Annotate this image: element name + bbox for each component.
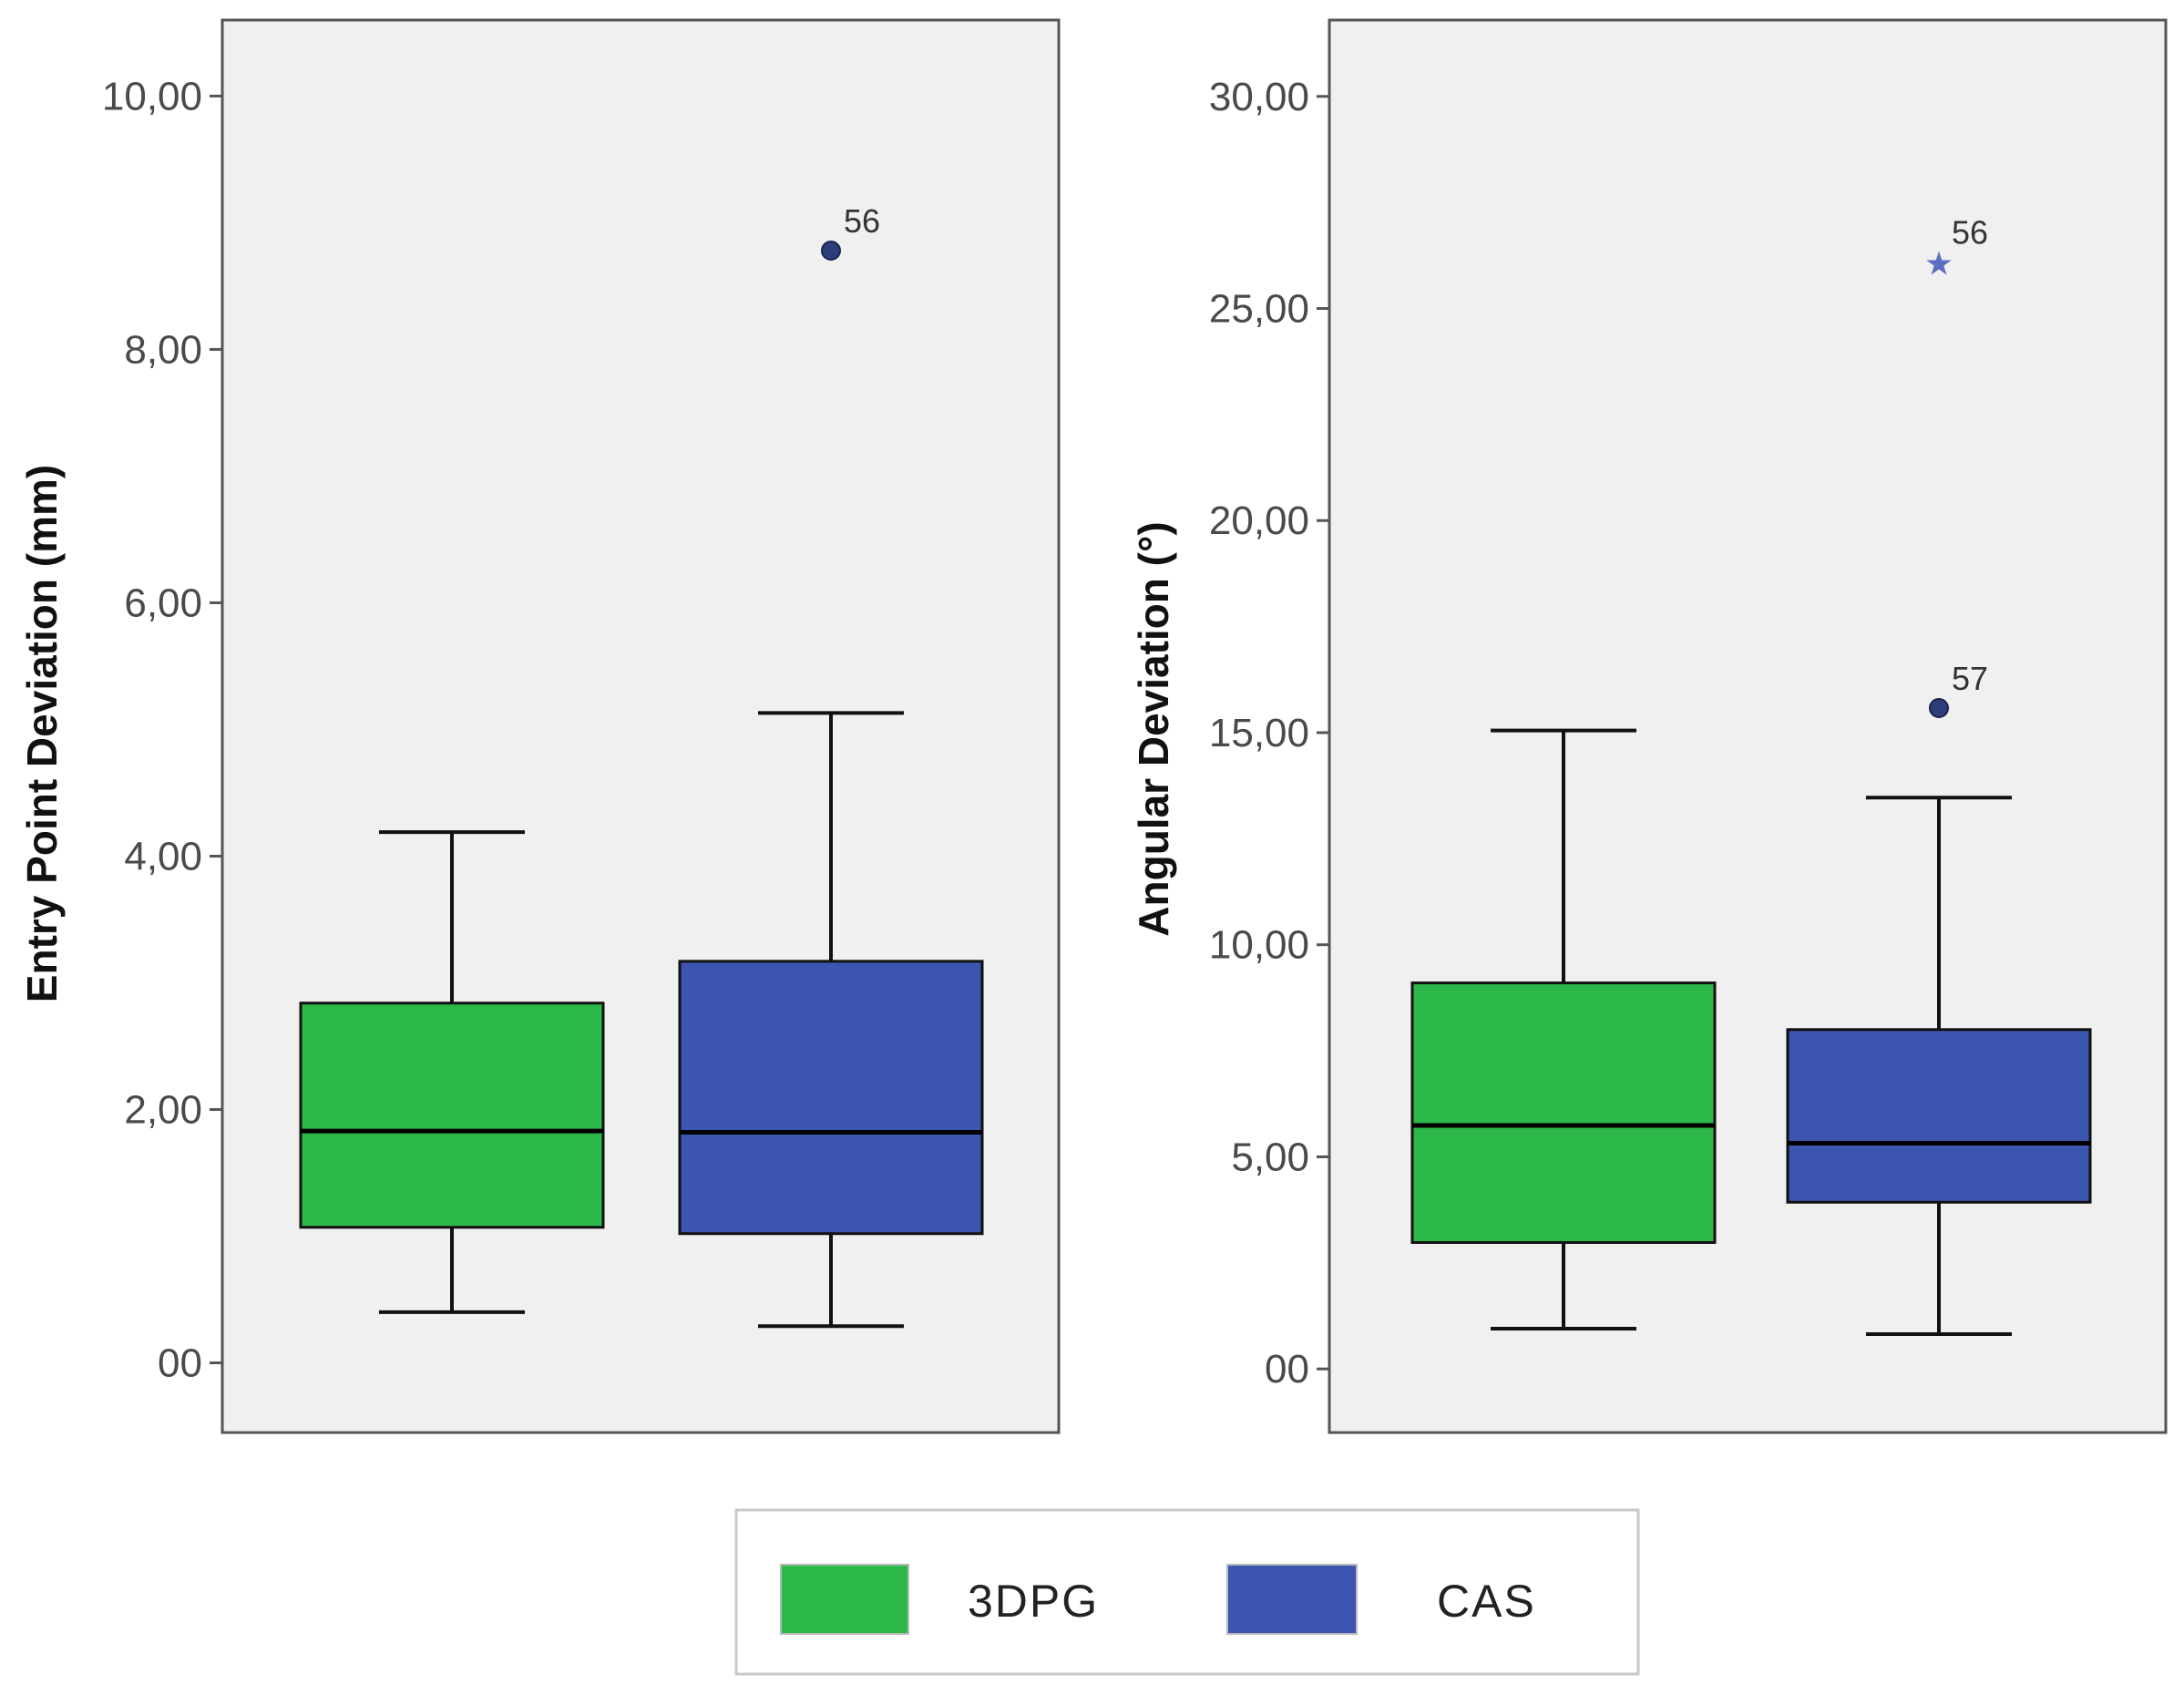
angular-boxes: ★56 57 [1410, 213, 2092, 1337]
angular-y-tick-label: 5,00 [1231, 1135, 1309, 1179]
entry-point-3dpg-box [299, 1002, 605, 1229]
angular-y-tick-label: 10,00 [1209, 923, 1309, 968]
entry-point-cas-outlier-label: 56 [844, 202, 880, 240]
entry-point-cas-outlier-marker [821, 241, 841, 262]
entry-point-y-tick-label: 6,00 [124, 580, 202, 625]
angular-cas-extreme-outlier-marker: ★ [1924, 245, 1953, 282]
legend: 3DPG CAS [734, 1508, 1640, 1676]
legend-label-cas: CAS [1437, 1576, 1536, 1627]
angular-y-tick-label: 30,00 [1209, 75, 1309, 119]
angular-y-tick-label: 15,00 [1209, 711, 1309, 755]
angular-cas-outlier-label: 56 [1952, 213, 1988, 251]
angular-panel: 00 5,00 10,00 15,00 20,00 25,00 30,00 ★56 57 An… [1130, 18, 2168, 1434]
entry-point-y-tick-label: 8,00 [124, 327, 202, 372]
entry-point-cas-box [678, 960, 984, 1236]
angular-cas-box [1786, 1028, 2092, 1204]
angular-y-axis-title: Angular Deviation (°) [1130, 521, 1177, 936]
entry-point-y-tick-label: 4,00 [124, 834, 202, 878]
legend-swatch-cas [1226, 1564, 1358, 1635]
entry-point-y-tick-label: 10,00 [102, 74, 202, 118]
angular-3dpg-box [1410, 981, 1717, 1244]
entry-point-y-ticks: 00 2,00 4,00 6,00 8,00 10,00 [102, 74, 222, 1386]
legend-swatch-3dpg [780, 1564, 909, 1635]
entry-point-y-tick-label: 2,00 [124, 1088, 202, 1133]
angular-y-ticks: 00 5,00 10,00 15,00 20,00 25,00 30,00 [1209, 75, 1329, 1392]
entry-point-boxes: 56 [299, 202, 984, 1329]
angular-y-tick-label: 20,00 [1209, 498, 1309, 543]
entry-point-y-axis-title: Entry Point Deviation (mm) [18, 465, 66, 1002]
angular-cas-outlier-marker [1929, 697, 1949, 718]
legend-label-3dpg: 3DPG [968, 1576, 1099, 1627]
angular-cas-outlier-label: 57 [1952, 660, 1988, 697]
angular-y-tick-label: 00 [1265, 1347, 1309, 1392]
entry-point-panel: 00 2,00 4,00 6,00 8,00 10,00 56 Entry Point D… [18, 18, 1061, 1434]
entry-point-y-tick-label: 00 [158, 1341, 202, 1386]
angular-y-tick-label: 25,00 [1209, 287, 1309, 332]
